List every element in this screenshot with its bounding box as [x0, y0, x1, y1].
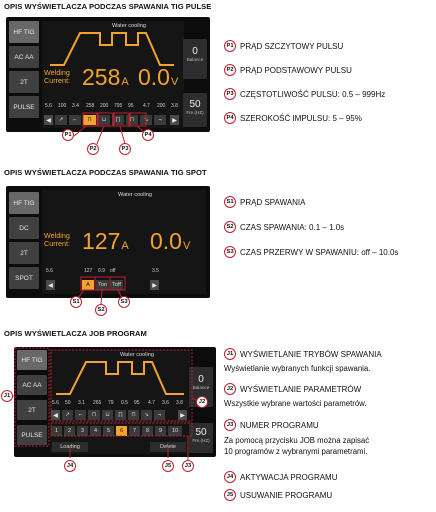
desc-s3: S3 CZAS PRZERWY W SPAWANIU: off – 10.0s: [224, 246, 398, 258]
param-slot[interactable]: ↗: [55, 115, 67, 125]
spot-section-title: OPIS WYŚWIETLACZA PODCZAS SPAWANIA TIG S…: [4, 168, 207, 177]
voltage-readout: 0.0V: [138, 64, 179, 90]
param-slot-current[interactable]: A: [82, 280, 94, 290]
job-waveform: [56, 361, 184, 395]
param-slot-ton[interactable]: Ton: [96, 280, 109, 290]
desc-j3: J3 NUMER PROGRAMU: [224, 419, 319, 431]
callout-p4: P4: [142, 129, 154, 141]
callout-j3: J3: [182, 460, 194, 472]
param-values-row: 5.6 50 3.1 265 79 0.5 95 4.7 3.6 3.8: [52, 400, 183, 406]
voltage-readout: 0.0V: [150, 228, 191, 254]
prev-param-button[interactable]: ◀: [44, 115, 53, 125]
welding-current-label: Welding Current:: [44, 68, 70, 85]
param-values-row: 5.6 127 0.9 off 3.5: [46, 268, 159, 274]
pulse-center-area: Water cooling Welding Current: 258A 0.0V …: [42, 21, 184, 128]
param-slot[interactable]: ⊓: [128, 410, 139, 420]
hf-tig-button[interactable]: HF TIG: [9, 21, 39, 43]
next-param-button[interactable]: ▶: [178, 410, 187, 420]
callout-p3: P3: [119, 143, 131, 155]
callout-p2: P2: [87, 143, 99, 155]
param-slot[interactable]: ↘: [141, 410, 152, 420]
desc-j2: J2 WYŚWIETLANIE PARAMETRÓW: [224, 383, 361, 395]
dc-button[interactable]: DC: [9, 217, 39, 239]
frequency-button[interactable]: 50 Fre.(HZ): [183, 93, 207, 127]
param-slot[interactable]: ↗: [62, 410, 73, 420]
desc-p3: P3 CZĘSTOTLIWOŚĆ PULSU: 0.5 – 999Hz: [224, 88, 385, 100]
param-slot[interactable]: ¬: [154, 410, 165, 420]
param-slot[interactable]: ∏: [115, 410, 126, 420]
hf-tig-button[interactable]: HF TIG: [9, 192, 39, 214]
water-cooling-label: Water cooling: [112, 23, 146, 29]
param-slot[interactable]: ⊓: [88, 410, 100, 420]
job-slot[interactable]: 9: [155, 426, 166, 436]
callout-s3: S3: [118, 296, 130, 308]
callout-j1: J1: [1, 390, 13, 402]
callout-s1: S1: [70, 296, 82, 308]
param-slot-peak[interactable]: ⊓: [83, 115, 96, 125]
job-slot-selected[interactable]: 6: [116, 426, 127, 436]
callout-p1: P1: [62, 129, 74, 141]
param-slot[interactable]: ⌐: [75, 410, 86, 420]
next-param-button[interactable]: ▶: [170, 115, 179, 125]
spot-button[interactable]: SPOT: [9, 267, 39, 289]
water-cooling-label: Water cooling: [118, 192, 152, 198]
job-slot[interactable]: 1: [51, 426, 62, 436]
desc-j1: J1 WYŚWIETLANIE TRYBÓW SPAWANIA: [224, 348, 382, 360]
pulse-button[interactable]: PULSE: [9, 96, 39, 118]
next-param-button[interactable]: ▶: [150, 280, 159, 290]
prev-param-button[interactable]: ◀: [51, 410, 60, 420]
job-display-panel: HF TIG AC AA 2T PULSE Water cooling 5.6 …: [14, 347, 216, 457]
job-slot[interactable]: 3: [77, 426, 88, 436]
param-slot-toff[interactable]: Toff: [110, 280, 123, 290]
param-values-row: 5.6 100 3.4 258 200 795 95 4.7 200 3.8: [45, 103, 178, 109]
job-section-title: OPIS WYŚWIETLACZA JOB PROGRAM: [4, 329, 147, 338]
job-slot[interactable]: 7: [129, 426, 140, 436]
param-slot[interactable]: ¬: [154, 115, 166, 125]
desc-j5: J5 USUWANIE PROGRAMU: [224, 489, 332, 501]
pulse-waveform: [50, 32, 174, 66]
desc-p2: P2 PRĄD PODSTAWOWY PULSU: [224, 64, 352, 76]
hf-tig-button[interactable]: HF TIG: [17, 350, 47, 370]
water-cooling-label: Water cooling: [120, 352, 154, 358]
desc-p4: P4 SZEROKOŚĆ IMPULSU: 5 – 95%: [224, 112, 362, 124]
param-slot[interactable]: ⊔: [102, 410, 113, 420]
param-slot-width[interactable]: ⊓: [126, 115, 138, 125]
current-readout: 258A: [82, 64, 129, 90]
job-slot[interactable]: 5: [103, 426, 114, 436]
balance-button[interactable]: 0 Balance: [183, 39, 207, 79]
callout-j4: J4: [64, 460, 76, 472]
param-slot-freq[interactable]: ∏: [112, 115, 124, 125]
ac-aa-button[interactable]: AC AA: [17, 375, 47, 395]
desc-p1: P1 PRĄD SZCZYTOWY PULSU: [224, 40, 343, 52]
frequency-button[interactable]: 50 Fre.(HZ): [189, 423, 213, 453]
2t-button[interactable]: 2T: [9, 242, 39, 264]
desc-j3-sub-2: 10 programów z wybranymi parametrami.: [224, 447, 368, 456]
desc-s1: S1 PRĄD SPAWANIA: [224, 196, 306, 208]
desc-j1-sub: Wyświetlanie wybranych funkcji spawania.: [224, 364, 371, 373]
job-slot[interactable]: 10: [168, 426, 182, 436]
param-slot-base[interactable]: ⊔: [98, 115, 110, 125]
welding-current-label: Welding Current:: [44, 231, 70, 248]
desc-s2: S2 CZAS SPAWANIA: 0.1 – 1.0s: [224, 221, 344, 233]
callout-j2: J2: [196, 396, 208, 408]
job-number-row: 1 2 3 4 5 6 7 8 9 10: [51, 426, 189, 438]
2t-button[interactable]: 2T: [17, 400, 47, 420]
callout-j5: J5: [162, 460, 174, 472]
desc-j2-sub: Wszystkie wybrane wartości parametrów.: [224, 399, 367, 408]
ac-aa-button[interactable]: AC AA: [9, 46, 39, 68]
current-readout: 127A: [82, 228, 129, 254]
job-slot[interactable]: 8: [142, 426, 153, 436]
job-slot[interactable]: 2: [64, 426, 75, 436]
2t-button[interactable]: 2T: [9, 71, 39, 93]
param-slot[interactable]: ⌐: [69, 115, 81, 125]
desc-j3-sub-1: Za pomocą przycisku JOB można zapisać: [224, 436, 370, 445]
job-slot[interactable]: 4: [90, 426, 101, 436]
desc-j4: J4 AKTYWACJA PROGRAMU: [224, 471, 338, 483]
callout-s2: S2: [95, 304, 107, 316]
pulse-button[interactable]: PULSE: [17, 425, 47, 445]
prev-param-button[interactable]: ◀: [46, 280, 55, 290]
pulse-section-title: OPIS WYŚWIETLACZA PODCZAS SPAWANIA TIG P…: [4, 2, 212, 11]
